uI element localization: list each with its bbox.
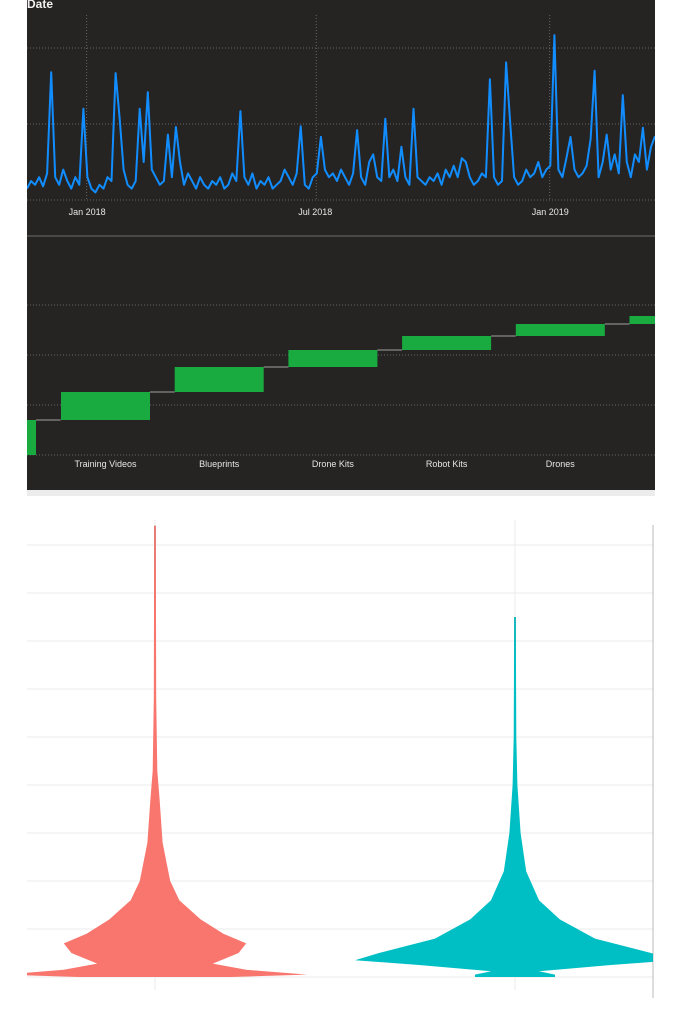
x-category-label: Blueprints xyxy=(199,459,240,469)
waterfall-bar xyxy=(515,324,605,336)
waterfall-bar xyxy=(27,420,36,455)
line-chart-title: Date xyxy=(27,0,53,11)
waterfall-bar xyxy=(402,336,492,350)
x-category-label: Training Videos xyxy=(74,459,137,469)
waterfall-chart: Training Videos Blueprints Drone Kits Robot… xyxy=(27,304,655,469)
x-category-label: Robot Kits xyxy=(426,459,468,469)
waterfall-bar xyxy=(61,392,150,420)
x-tick-label: Jan 2018 xyxy=(69,207,106,217)
waterfall-bar xyxy=(174,367,264,392)
x-tick-label: Jan 2019 xyxy=(532,207,569,217)
panel-shadow xyxy=(27,490,655,496)
violin-shape xyxy=(355,617,653,977)
waterfall-bar xyxy=(288,350,378,367)
waterfall-bar xyxy=(629,316,655,324)
line-chart: Jan 2018 Jul 2018 Jan 2019 xyxy=(27,15,655,217)
violin-shape xyxy=(27,525,307,977)
x-tick-label: Jul 2018 xyxy=(298,207,332,217)
violin-chart xyxy=(27,520,654,998)
x-category-label: Drones xyxy=(546,459,576,469)
x-category-label: Drone Kits xyxy=(312,459,355,469)
line-series xyxy=(27,34,655,194)
